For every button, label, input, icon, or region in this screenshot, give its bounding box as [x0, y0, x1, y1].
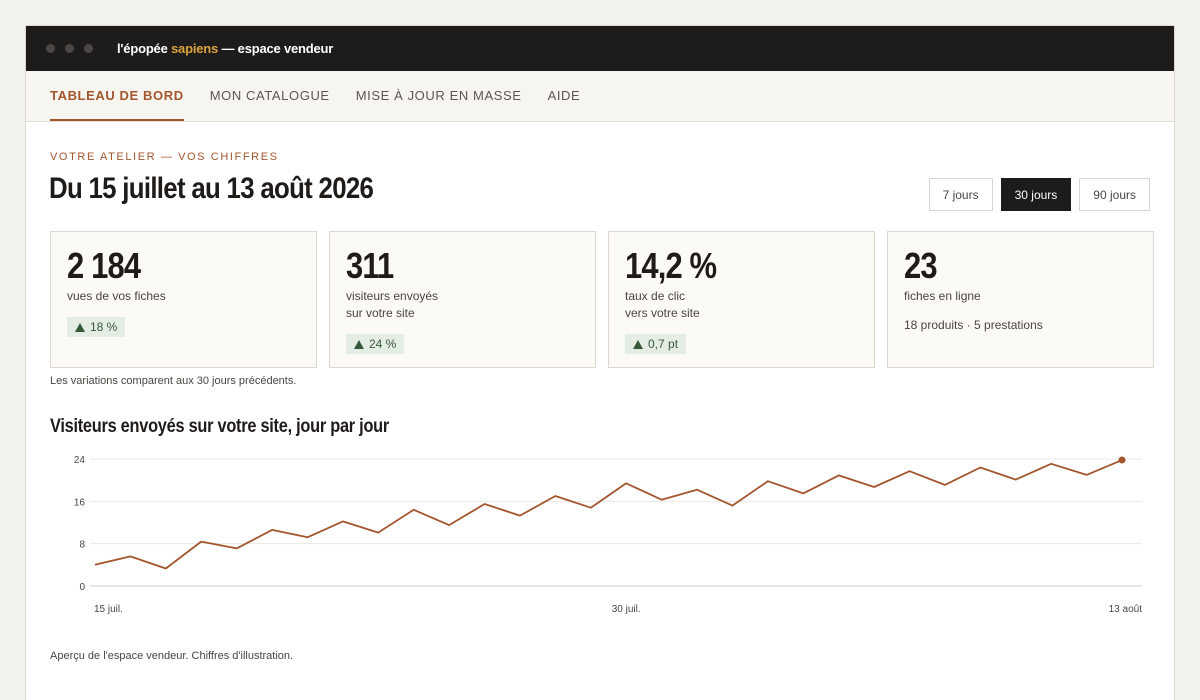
tab-aide[interactable]: AIDE	[547, 87, 581, 103]
y-tick-label: 24	[74, 455, 86, 466]
comparison-note: Les variations comparent aux 30 jours pr…	[50, 375, 297, 387]
kpi-card-click-rate: 14,2 % taux de clic vers votre site 0,7 …	[608, 231, 875, 368]
page-eyebrow: VOTRE ATELIER — VOS CHIFFRES	[50, 151, 279, 163]
app-window: l'épopée sapiens — espace vendeur TABLEA…	[25, 25, 1175, 700]
kpi-value: 23	[904, 245, 938, 286]
window-close-dot[interactable]	[46, 44, 55, 53]
delta-badge: 0,7 pt	[625, 334, 687, 354]
tab-mon-catalogue[interactable]: MON CATALOGUE	[209, 87, 330, 103]
last-point-marker	[1118, 456, 1126, 464]
kpi-label: taux de clic vers votre site	[625, 289, 700, 320]
title-bar: l'épopée sapiens — espace vendeur	[26, 26, 1174, 71]
x-tick-label: 13 août	[1109, 604, 1143, 615]
visitors-series-line	[94, 459, 1123, 570]
x-tick-label: 15 juil.	[94, 604, 123, 615]
y-tick-label: 8	[79, 540, 85, 551]
delta-value: 24 %	[369, 337, 397, 351]
delta-value: 0,7 pt	[648, 337, 679, 351]
range-7-days-button[interactable]: 7 jours	[928, 178, 993, 211]
app-title: l'épopée sapiens — espace vendeur	[117, 41, 333, 56]
kpi-breakdown: 18 produits · 5 prestations	[904, 318, 1043, 332]
tab-tableau-de-bord[interactable]: TABLEAU DE BORD	[50, 71, 184, 121]
kpi-card-visitors: 311 visiteurs envoyés sur votre site 24 …	[329, 231, 596, 368]
arrow-up-icon	[633, 339, 643, 349]
y-tick-label: 0	[79, 582, 85, 593]
y-tick-label: 16	[74, 497, 86, 508]
visitors-line-chart: 0 8 16 24 15 juil. 30 juil. 13 août	[74, 455, 1143, 615]
app-title-accent: sapiens	[171, 41, 219, 56]
range-90-days-button[interactable]: 90 jours	[1079, 178, 1150, 211]
window-maximize-dot[interactable]	[84, 44, 93, 53]
arrow-up-icon	[354, 339, 364, 349]
app-title-prefix: l'épopée	[117, 41, 172, 56]
kpi-label: fiches en ligne	[904, 289, 981, 303]
kpi-label: vues de vos fiches	[67, 289, 166, 303]
main-nav: TABLEAU DE BORD MON CATALOGUE MISE À JOU…	[26, 71, 1174, 122]
x-tick-label: 30 juil.	[612, 604, 641, 615]
chart-title: Visiteurs envoyés sur votre site, jour p…	[50, 416, 390, 437]
delta-badge: 24 %	[346, 334, 405, 354]
range-30-days-button[interactable]: 30 jours	[1000, 178, 1072, 211]
delta-badge: 18 %	[67, 317, 126, 337]
kpi-label: visiteurs envoyés sur votre site	[346, 289, 439, 320]
kpi-value: 14,2 %	[625, 245, 717, 286]
kpi-card-views: 2 184 vues de vos fiches 18 %	[50, 231, 317, 368]
kpi-value: 311	[346, 245, 394, 286]
delta-value: 18 %	[90, 320, 118, 334]
arrow-up-icon	[75, 322, 85, 332]
kpi-cards: 2 184 vues de vos fiches 18 % 311 visite…	[50, 231, 1154, 368]
kpi-value: 2 184	[67, 245, 141, 286]
window-minimize-dot[interactable]	[65, 44, 74, 53]
page-title: Du 15 juillet au 13 août 2026	[49, 172, 374, 205]
footnote: Aperçu de l'espace vendeur. Chiffres d'i…	[50, 650, 294, 662]
date-range-selector: 7 jours 30 jours 90 jours	[921, 178, 1150, 211]
app-title-suffix: — espace vendeur	[218, 41, 334, 56]
tab-mise-a-jour-en-masse[interactable]: MISE À JOUR EN MASSE	[355, 87, 522, 103]
kpi-card-listings: 23 fiches en ligne 18 produits · 5 prest…	[887, 231, 1154, 368]
